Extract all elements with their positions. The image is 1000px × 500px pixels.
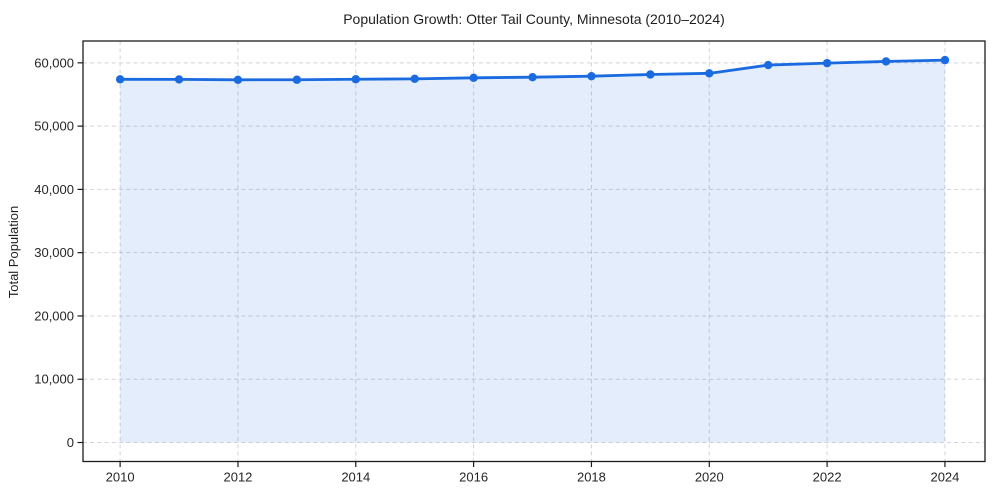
y-tick-label: 10,000	[34, 372, 74, 387]
y-tick-label: 60,000	[34, 55, 74, 70]
plot-border	[82, 40, 986, 463]
x-tick-label: 2020	[695, 470, 724, 485]
data-point-2021	[763, 60, 773, 70]
data-point-2016	[469, 73, 478, 83]
data-point-2022	[822, 58, 832, 68]
area-fill	[120, 60, 945, 443]
data-point-2010	[115, 75, 125, 84]
data-point-2013	[292, 75, 302, 84]
data-point-2014	[351, 75, 360, 84]
data-point-2019	[646, 70, 655, 79]
x-tick-label: 2024	[930, 470, 959, 485]
data-point-2012	[233, 75, 243, 84]
x-tick-label: 2010	[106, 470, 135, 485]
y-tick-label: 30,000	[34, 245, 74, 260]
chart-title: Population Growth: Otter Tail County, Mi…	[343, 11, 725, 27]
data-point-2024	[940, 55, 950, 65]
y-tick-label: 50,000	[34, 119, 74, 134]
data-point-2018	[587, 71, 596, 81]
x-tick-label: 2018	[577, 470, 606, 485]
y-tick-label: 40,000	[34, 182, 74, 197]
x-tick-label: 2012	[223, 470, 252, 485]
x-tick-label: 2016	[459, 470, 488, 485]
y-tick-label: 0	[67, 435, 74, 450]
data-point-2020	[705, 69, 714, 78]
x-tick-label: 2022	[813, 470, 842, 485]
data-point-2015	[410, 74, 419, 84]
y-tick-label: 20,000	[34, 308, 74, 323]
x-tick-label: 2014	[341, 470, 370, 485]
data-point-2017	[528, 72, 537, 82]
data-point-2023	[881, 57, 891, 66]
data-point-2011	[174, 75, 184, 84]
